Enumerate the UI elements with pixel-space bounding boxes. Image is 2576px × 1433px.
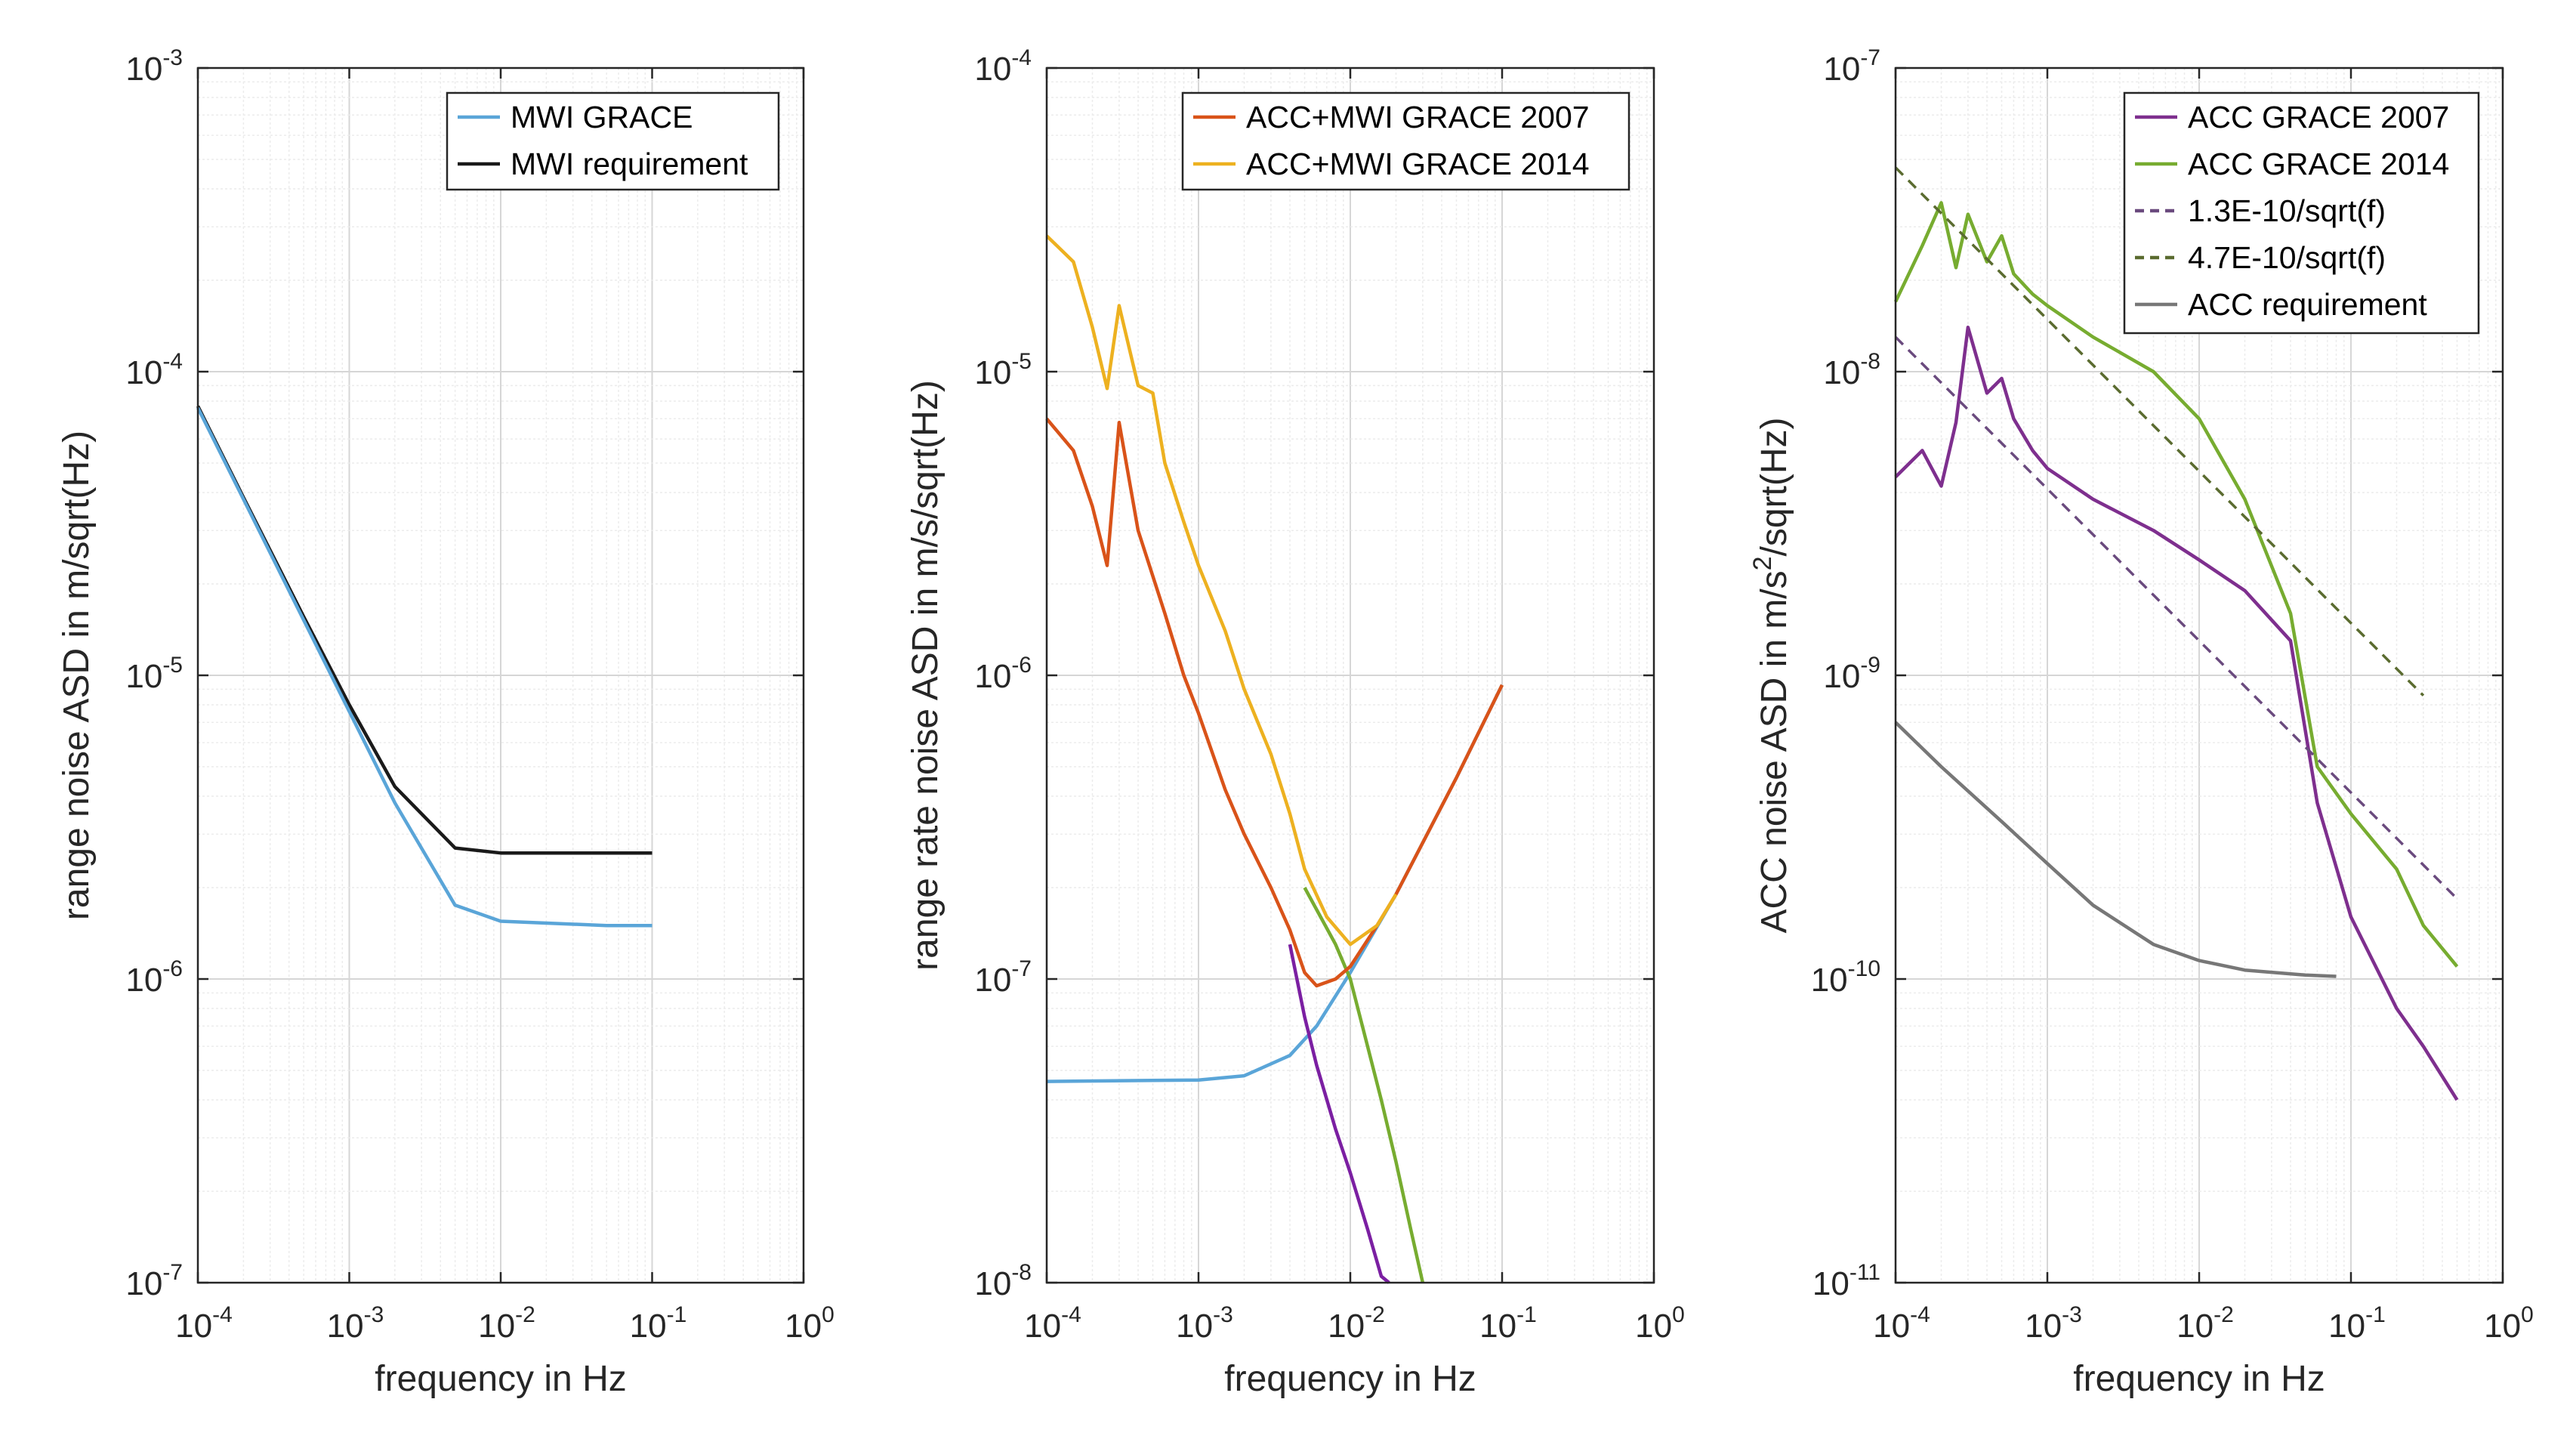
y-tick-label: 10-10 (1811, 956, 1880, 999)
legend-entry: ACC GRACE 2007 (2188, 100, 2449, 134)
x-axis-label: frequency in Hz (1224, 1359, 1476, 1399)
legend-entry: ACC requirement (2188, 287, 2427, 322)
legend: ACC+MWI GRACE 2007 ACC+MWI GRACE 2014 (1181, 91, 1630, 191)
chart-panel-3: 10-4 10-3 10-2 10-1 100 10-11 10-10 10-9 10-8 10-… (1748, 45, 2534, 1399)
series-line-1 (1893, 201, 2459, 968)
series-line-4 (1894, 166, 2425, 696)
series-line-5 (1894, 721, 2337, 978)
legend-box (2123, 91, 2480, 335)
x-tick-label: 10-4 (1024, 1302, 1081, 1345)
y-tick-label: 10-11 (1812, 1260, 1880, 1302)
x-tick-label: 10-1 (630, 1302, 687, 1345)
x-tick-label: 10-3 (2025, 1302, 2082, 1345)
y-tick-label: 10-9 (1823, 653, 1880, 695)
legend-box (1181, 91, 1630, 191)
legend-entry: 1.3E-10/sqrt(f) (2188, 193, 2386, 228)
legend-entry: 4.7E-10/sqrt(f) (2188, 240, 2386, 275)
y-tick-label: 10-7 (1823, 45, 1880, 88)
legend-entry: ACC+MWI GRACE 2007 (1246, 100, 1590, 134)
legend: ACC GRACE 2007 ACC GRACE 2014 1.3E-10/sqrt… (2123, 91, 2480, 335)
y-tick-label: 10-6 (974, 653, 1032, 695)
series-line-2 (1894, 326, 2459, 1101)
legend-entry: MWI GRACE (511, 100, 693, 134)
y-tick-label: 10-7 (974, 956, 1032, 999)
y-tick-label: 10-8 (1823, 349, 1880, 391)
x-tick-label: 10-3 (1176, 1302, 1233, 1345)
y-tick-label: 10-6 (125, 956, 183, 999)
x-axis-label: frequency in Hz (375, 1359, 627, 1399)
series-line-5 (1045, 234, 1398, 947)
y-tick-label: 10-5 (125, 653, 183, 695)
y-axis-label: range rate noise ASD in m/s/sqrt(Hz) (905, 380, 946, 971)
x-axis-label: frequency in Hz (2073, 1359, 2325, 1399)
x-tick-label: 100 (2484, 1302, 2534, 1345)
series-line-3 (1894, 335, 2458, 900)
y-axis-label: range noise ASD in m/sqrt(Hz) (57, 431, 97, 920)
series-line-2 (196, 406, 652, 928)
y-tick-label: 10-4 (974, 45, 1032, 88)
y-tick-label: 10-3 (125, 45, 183, 88)
x-tick-label: 10-1 (2328, 1302, 2386, 1345)
grid (197, 68, 804, 1283)
series-line-3 (1303, 886, 1425, 1283)
x-tick-label: 100 (785, 1302, 835, 1345)
legend-entry: MWI requirement (511, 147, 748, 181)
series-line-2 (1288, 943, 1390, 1284)
legend-box (446, 91, 780, 191)
y-tick-label: 10-4 (125, 349, 183, 391)
y-tick-label: 10-7 (125, 1260, 183, 1302)
x-tick-label: 10-2 (1328, 1302, 1385, 1345)
x-tick-label: 10-4 (1873, 1302, 1930, 1345)
y-axis-label: ACC noise ASD in m/s2/sqrt(Hz) (1748, 417, 1794, 933)
chart-panel-2: 10-4 10-3 10-2 10-1 100 10-8 10-7 10-6 10-5 10-4 f… (905, 45, 1685, 1399)
x-tick-label: 10-1 (1479, 1302, 1537, 1345)
y-tick-label: 10-5 (974, 349, 1032, 391)
x-tick-label: 10-2 (478, 1302, 535, 1345)
x-tick-label: 10-3 (327, 1302, 384, 1345)
x-tick-label: 10-4 (175, 1302, 233, 1345)
x-tick-label: 10-2 (2176, 1302, 2234, 1345)
y-tick-label: 10-8 (974, 1260, 1032, 1302)
legend-entry: ACC+MWI GRACE 2014 (1246, 147, 1590, 181)
chart-panel-1: 10-4 10-3 10-2 10-1 100 10-7 10-6 10-5 10-4 10-3 f… (57, 45, 835, 1399)
legend-entry: ACC GRACE 2014 (2188, 147, 2449, 181)
x-tick-label: 100 (1635, 1302, 1685, 1345)
grid (1046, 68, 1654, 1283)
legend: MWI GRACE MWI requirement (446, 91, 780, 191)
series-line-4 (1045, 417, 1504, 988)
